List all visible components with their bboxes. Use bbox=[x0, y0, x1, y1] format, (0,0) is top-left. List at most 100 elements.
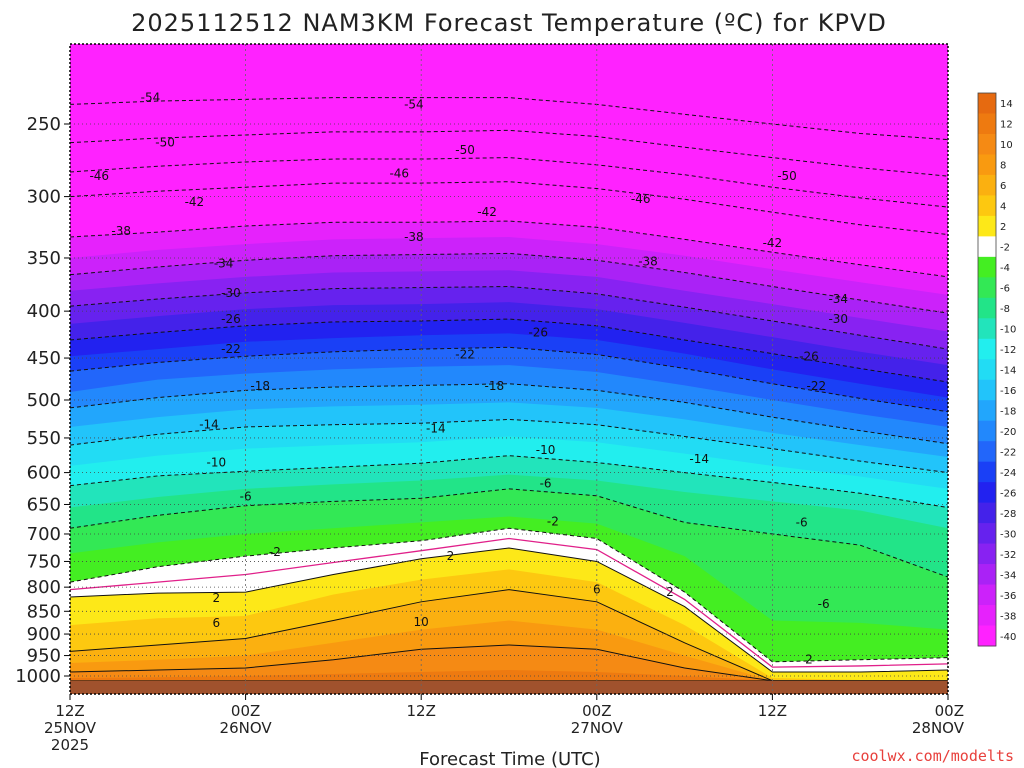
x-tick-label: 00Z bbox=[935, 702, 964, 720]
colorbar-label: -38 bbox=[1000, 611, 1016, 622]
contour-label: -38 bbox=[404, 230, 424, 244]
y-tick-label: 400 bbox=[27, 301, 61, 322]
contour-minus22 bbox=[70, 346, 948, 413]
freezing-line bbox=[70, 537, 948, 668]
contour-label: -6 bbox=[796, 515, 808, 529]
contour-minus26 bbox=[70, 318, 948, 383]
contour-label: -50 bbox=[777, 169, 797, 183]
colorbar-label: -36 bbox=[1000, 591, 1016, 602]
x-tick-label: 2025 bbox=[51, 736, 89, 754]
colorbar-label: 12 bbox=[1000, 120, 1013, 131]
colorbar-label: 8 bbox=[1000, 161, 1006, 172]
colorbar-swatch bbox=[978, 215, 996, 237]
colorbar-swatch bbox=[978, 277, 996, 299]
colorbar-label: 10 bbox=[1000, 140, 1013, 151]
colorbar-label: -8 bbox=[1000, 304, 1010, 315]
colorbar-swatch bbox=[978, 318, 996, 340]
contour-minus30 bbox=[70, 286, 948, 350]
colorbar-swatch bbox=[978, 174, 996, 196]
colorbar-label: -2 bbox=[1000, 243, 1010, 254]
colorbar-label: -16 bbox=[1000, 386, 1016, 397]
plot-area: -54 -54 -50 -50 -50 -46 -46 -46 -42 -42 -42 -38 -38 -… bbox=[70, 44, 948, 694]
colorbar-label: -14 bbox=[1000, 366, 1016, 377]
y-tick-label: 800 bbox=[27, 577, 61, 598]
contour-label: -26 bbox=[799, 349, 819, 363]
x-tick-label: 00Z bbox=[582, 702, 611, 720]
contour-label: -46 bbox=[89, 169, 109, 183]
contour-label: -14 bbox=[689, 452, 709, 466]
temperature-bands bbox=[70, 44, 948, 694]
colorbar-swatch bbox=[978, 543, 996, 565]
colorbar-label: -22 bbox=[1000, 447, 1016, 458]
y-tick-label: 550 bbox=[27, 428, 61, 449]
colorbar-swatch bbox=[978, 523, 996, 545]
contour-minus2 bbox=[70, 527, 948, 663]
y-tick-label: 650 bbox=[27, 494, 61, 515]
contour-label: 10 bbox=[414, 615, 429, 629]
contour-label: -30 bbox=[221, 286, 241, 300]
colorbar-swatch bbox=[978, 605, 996, 627]
colorbar-swatch bbox=[978, 195, 996, 217]
ground-surface bbox=[70, 680, 948, 694]
colorbar: 14 12 10 8 6 4 2 -2 -4 -6 -8 -10 -12 -14 -16 -18 -20 -22 -… bbox=[977, 92, 1016, 647]
contour-label: -26 bbox=[528, 325, 548, 339]
colorbar-frame bbox=[977, 92, 997, 647]
contour-label: -50 bbox=[455, 143, 475, 157]
y-tick-label: 700 bbox=[27, 524, 61, 545]
x-tick-label: 12Z bbox=[407, 702, 436, 720]
colorbar-label: -12 bbox=[1000, 345, 1016, 356]
colorbar-swatch bbox=[978, 420, 996, 442]
contour-label: -42 bbox=[763, 236, 783, 250]
colorbar-swatch bbox=[978, 359, 996, 381]
colorbar-swatch bbox=[978, 297, 996, 319]
contour-label: -46 bbox=[631, 192, 651, 206]
colorbar-label: -40 bbox=[1000, 632, 1016, 643]
colorbar-swatch bbox=[978, 154, 996, 176]
contour-minus18 bbox=[70, 383, 948, 445]
colorbar-label: -30 bbox=[1000, 529, 1016, 540]
colorbar-swatch bbox=[978, 584, 996, 606]
contour-label: -14 bbox=[199, 418, 219, 432]
colorbar-label: 14 bbox=[1000, 99, 1013, 110]
colorbar-label: -26 bbox=[1000, 488, 1016, 499]
contour-label: -18 bbox=[250, 379, 270, 393]
y-tick-label: 500 bbox=[27, 390, 61, 411]
colorbar-label: 2 bbox=[1000, 222, 1006, 233]
colorbar-swatch bbox=[978, 502, 996, 524]
x-tick-label: 25NOV bbox=[44, 719, 97, 737]
contour-label: 6 bbox=[593, 583, 601, 597]
contour-labels: -54 -54 -50 -50 -50 -46 -46 -46 -42 -42 -42 -38 -38 -… bbox=[89, 91, 848, 667]
contour-label: -10 bbox=[536, 443, 556, 457]
x-tick-label: 27NOV bbox=[571, 719, 624, 737]
x-tick-label: 28NOV bbox=[912, 719, 965, 737]
colorbar-swatch bbox=[978, 256, 996, 278]
contour-label: -2 bbox=[269, 545, 281, 559]
x-tick-label: 12Z bbox=[758, 702, 787, 720]
contour-minus6 bbox=[70, 488, 948, 578]
colorbar-swatch bbox=[978, 93, 996, 114]
contour-label: -54 bbox=[404, 97, 424, 111]
contour-2 bbox=[70, 547, 948, 673]
colorbar-swatch bbox=[978, 625, 996, 647]
contour-label: -2 bbox=[547, 514, 559, 528]
contour-label: -30 bbox=[828, 312, 848, 326]
contour-label: 6 bbox=[213, 616, 221, 630]
contour-label: -10 bbox=[207, 456, 227, 470]
contour-label: -6 bbox=[818, 597, 830, 611]
colorbar-label: -32 bbox=[1000, 550, 1016, 561]
colorbar-swatch bbox=[978, 461, 996, 483]
y-tick-label: 350 bbox=[27, 248, 61, 269]
contour-label: -22 bbox=[221, 342, 241, 356]
y-tick-label: 300 bbox=[27, 187, 61, 208]
contour-label: -22 bbox=[455, 347, 475, 361]
contour-label: -34 bbox=[828, 292, 848, 306]
contour-label: -38 bbox=[638, 254, 658, 268]
x-tick-label: 00Z bbox=[231, 702, 260, 720]
contour-label: -50 bbox=[155, 136, 175, 150]
gridlines bbox=[70, 44, 948, 694]
contour-label: -46 bbox=[389, 166, 409, 180]
colorbar-swatch bbox=[978, 564, 996, 586]
colorbar-label: -18 bbox=[1000, 406, 1016, 417]
